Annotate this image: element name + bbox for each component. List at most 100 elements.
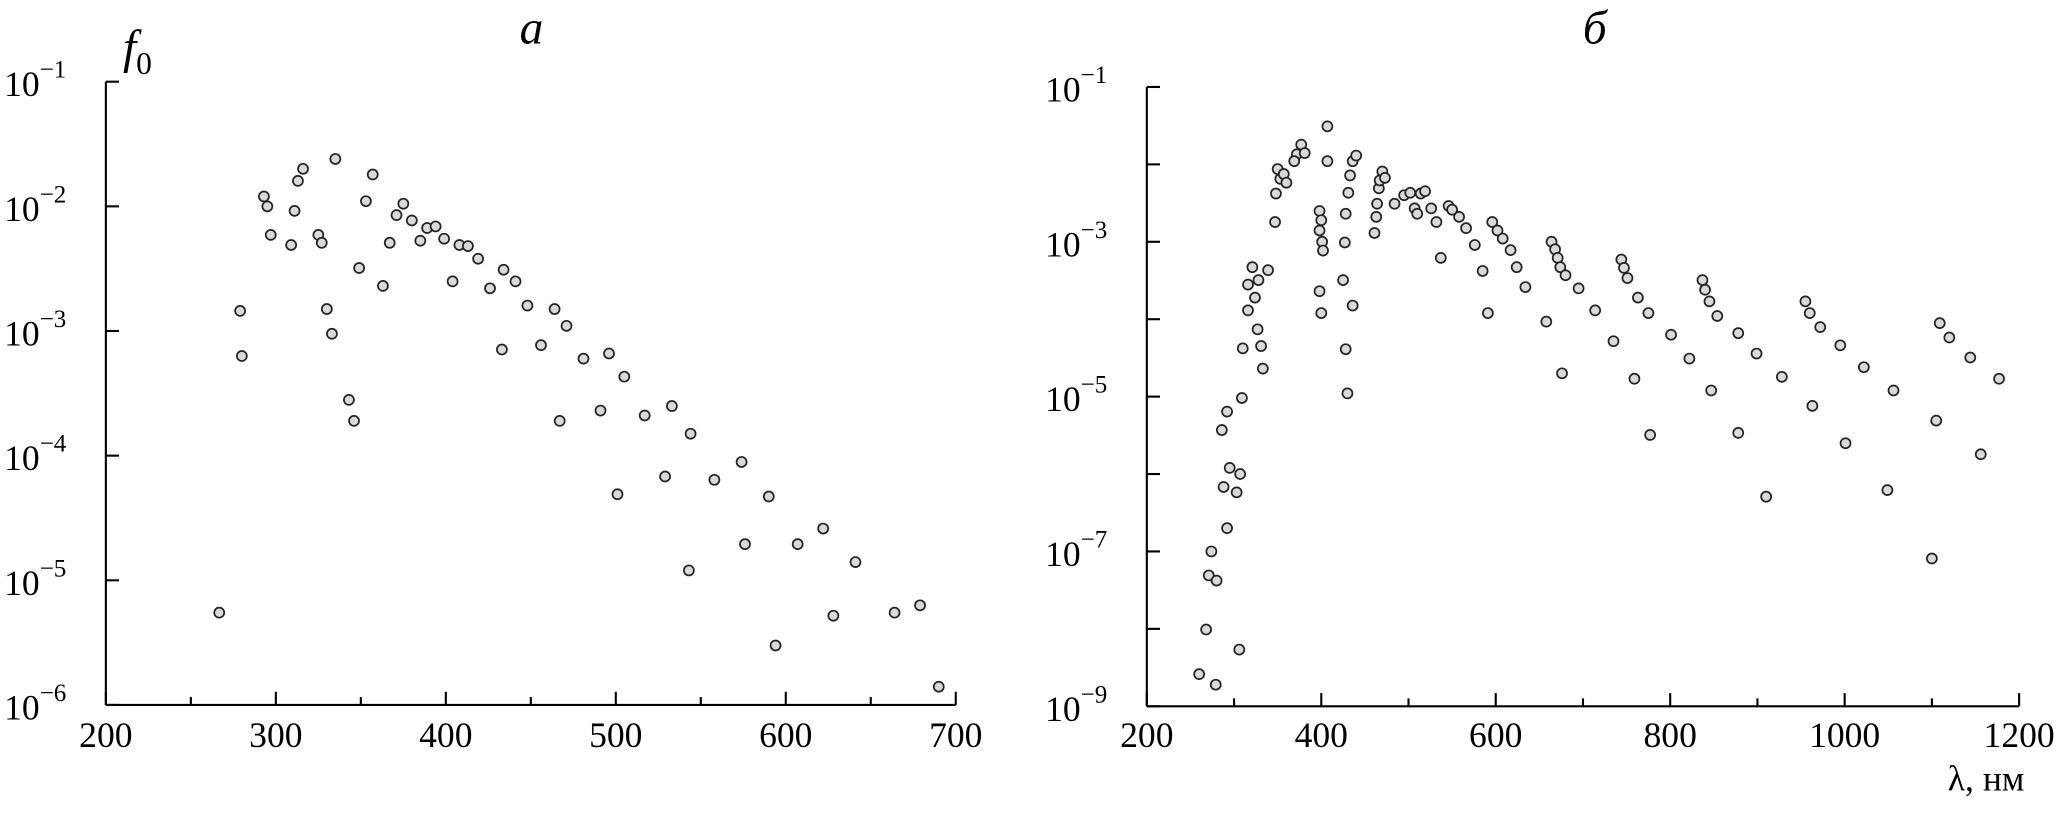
- data-point: [1223, 462, 1236, 474]
- data-point: [261, 200, 274, 213]
- data-point: [1242, 304, 1254, 317]
- data-point: [1419, 185, 1431, 198]
- data-point: [366, 168, 379, 181]
- data-point: [849, 556, 862, 568]
- data-point: [1256, 362, 1269, 375]
- data-point: [1338, 236, 1351, 249]
- y-axis-label: f0: [123, 22, 152, 81]
- y-tick-base: 10: [1045, 69, 1081, 109]
- data-point: [1315, 214, 1328, 227]
- y-tick-base: 10: [1045, 224, 1081, 264]
- y-tick-exp: −7: [1081, 526, 1108, 553]
- y-tick-label: 10−6: [4, 680, 66, 727]
- data-point: [329, 153, 342, 165]
- data-point: [405, 214, 418, 227]
- data-point: [1234, 468, 1247, 480]
- chart-title: а: [520, 2, 544, 54]
- data-point: [1750, 347, 1763, 360]
- y-tick-exp: −2: [40, 181, 67, 208]
- data-point: [377, 280, 389, 292]
- data-point: [360, 195, 372, 208]
- data-point: [1236, 392, 1248, 404]
- data-point: [297, 162, 309, 175]
- data-point: [535, 339, 547, 352]
- data-point: [1202, 569, 1215, 582]
- data-point: [497, 263, 510, 276]
- data-point: [1215, 424, 1228, 436]
- data-point: [791, 538, 804, 551]
- data-point: [1642, 307, 1655, 319]
- data-point: [1834, 339, 1847, 352]
- y-tick-base: 10: [4, 64, 40, 104]
- data-point: [1760, 490, 1773, 503]
- data-point: [1341, 387, 1354, 400]
- data-point: [659, 470, 671, 483]
- data-point: [1370, 210, 1383, 223]
- y-tick-base: 10: [4, 313, 40, 353]
- y-tick-label: 10−1: [4, 57, 66, 104]
- data-point: [353, 262, 365, 274]
- data-point: [1554, 261, 1567, 274]
- data-point: [1460, 222, 1472, 235]
- data-point: [1803, 307, 1816, 319]
- x-tick-label: 300: [249, 715, 302, 755]
- data-point: [932, 680, 945, 693]
- data-point: [1476, 265, 1489, 277]
- data-point: [264, 229, 277, 241]
- data-point: [1482, 307, 1494, 319]
- y-tick-label: 10−5: [1045, 372, 1107, 419]
- data-point: [769, 639, 782, 652]
- data-point: [1251, 323, 1264, 336]
- data-point: [1933, 317, 1946, 329]
- data-point: [1618, 262, 1630, 274]
- data-point: [1210, 574, 1223, 587]
- y-tick-base: 10: [4, 438, 40, 478]
- data-point: [1313, 285, 1326, 298]
- data-point: [1974, 448, 1987, 461]
- y-tick-base: 10: [4, 687, 40, 727]
- data-point: [1269, 216, 1281, 228]
- data-point: [1814, 321, 1827, 333]
- data-point: [1632, 291, 1644, 304]
- data-point: [1644, 429, 1656, 441]
- data-point: [1453, 210, 1465, 223]
- data-point: [739, 538, 751, 551]
- data-point: [1468, 239, 1481, 251]
- data-point: [315, 236, 328, 249]
- data-point: [472, 252, 484, 265]
- data-point: [1230, 486, 1243, 499]
- data-point: [288, 204, 301, 217]
- data-point: [1799, 295, 1812, 308]
- x-tick-label: 200: [79, 715, 132, 755]
- data-point: [1280, 176, 1293, 189]
- data-point: [1540, 315, 1553, 328]
- data-point: [1262, 264, 1274, 277]
- y-tick-label: 10−2: [4, 181, 66, 228]
- data-point: [1943, 331, 1956, 344]
- data-point: [735, 456, 748, 468]
- data-point: [1249, 291, 1261, 304]
- y-tick-base: 10: [4, 563, 40, 603]
- data-point: [817, 522, 830, 535]
- data-point: [390, 209, 403, 222]
- data-point: [509, 275, 522, 288]
- data-point: [1313, 205, 1326, 217]
- data-point: [1425, 202, 1438, 215]
- x-tick-label: 1200: [1984, 715, 2055, 755]
- data-point: [1964, 351, 1977, 364]
- data-point: [1519, 281, 1532, 293]
- data-point: [429, 220, 442, 233]
- data-point: [1317, 244, 1329, 257]
- data-point: [383, 236, 396, 249]
- chart-title: б: [1583, 2, 1609, 54]
- y-tick-exp: −9: [1081, 681, 1108, 708]
- data-point: [1205, 545, 1218, 558]
- data-point: [1806, 399, 1819, 412]
- data-point: [1589, 304, 1602, 317]
- data-point: [1321, 155, 1334, 168]
- y-tick-exp: −3: [40, 306, 67, 333]
- y-tick-exp: −4: [40, 431, 67, 458]
- data-point: [1404, 186, 1417, 199]
